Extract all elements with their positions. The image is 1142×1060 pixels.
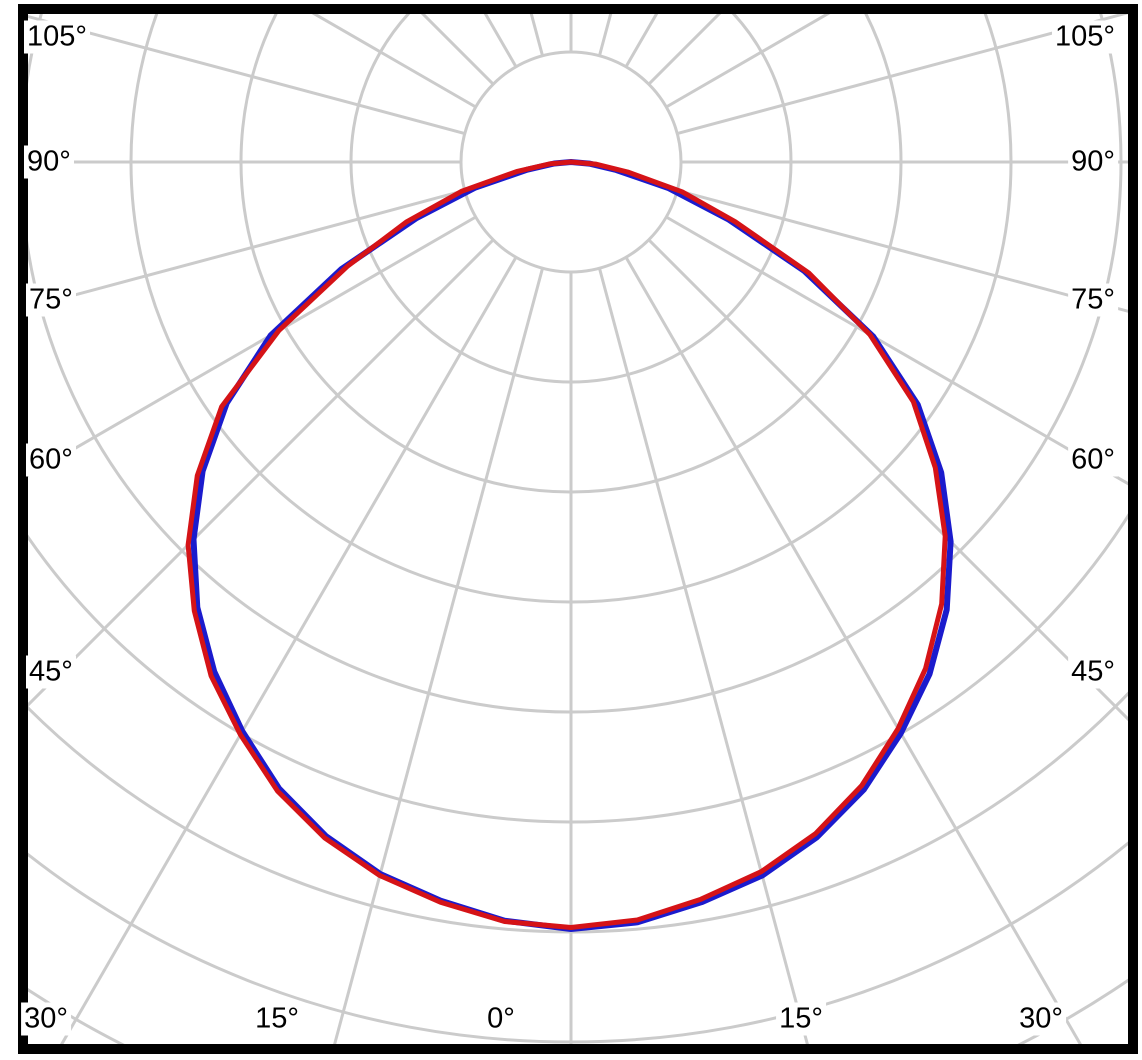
grid-ray <box>60 256 518 1044</box>
angle-label: 30° <box>1016 1002 1066 1036</box>
angle-label: 90° <box>24 145 74 179</box>
grid-ray <box>598 267 809 1044</box>
angle-label: 15° <box>252 1002 302 1036</box>
angle-label: 45° <box>1068 655 1118 689</box>
grid-ray <box>665 14 831 109</box>
angle-label: 90° <box>1068 145 1118 179</box>
grid-ray <box>676 14 1128 135</box>
grid-ray <box>624 256 1082 1044</box>
grid-ray <box>28 238 495 708</box>
angle-label: 0° <box>484 1002 518 1036</box>
grid-ray <box>676 189 1128 313</box>
curve-red <box>185 159 948 930</box>
grid-ray <box>333 267 544 1044</box>
angle-label: 15° <box>776 1002 826 1036</box>
angle-label: 75° <box>26 283 76 317</box>
grid-ray <box>28 14 466 135</box>
angle-label: 105° <box>1052 20 1118 54</box>
angle-label: 45° <box>26 655 76 689</box>
angle-label: 105° <box>24 20 90 54</box>
grid-ray <box>311 14 477 109</box>
angle-label: 30° <box>21 1002 71 1036</box>
grid-ray <box>28 189 466 310</box>
angle-label: 60° <box>26 443 76 477</box>
angle-label: 60° <box>1068 443 1118 477</box>
grid-ray <box>647 238 1128 722</box>
angle-label: 75° <box>1068 283 1118 317</box>
